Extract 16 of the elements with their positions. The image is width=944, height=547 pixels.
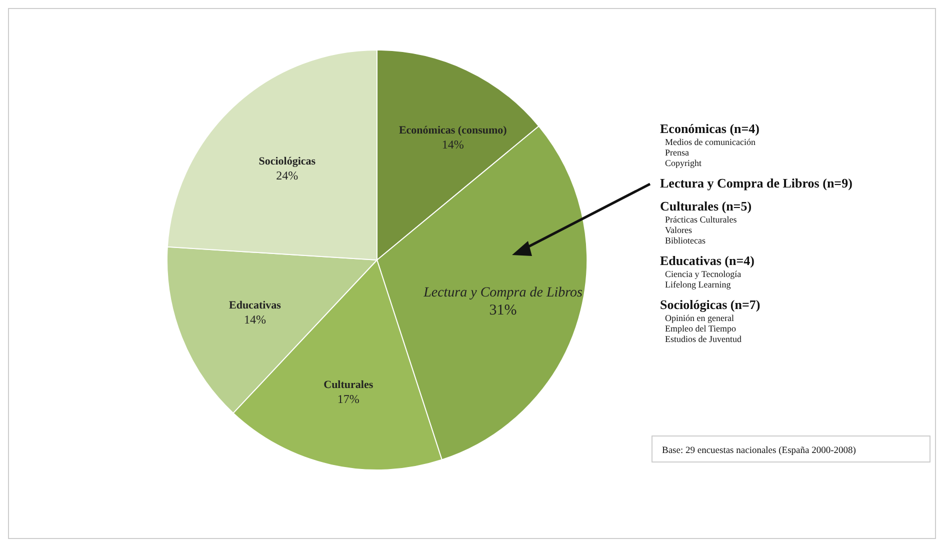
slice-label: Lectura y Compra de Libros	[422, 286, 584, 301]
text: Sociológicas (n=7) Opinión en general Empleo del Tiempo Estudios de Juventud	[660, 297, 760, 344]
text: Económicas (n=4) Medios de comunicación Prensa Copyright	[660, 121, 760, 168]
text: Culturales (n=5) Prácticas Culturales Valores Bibliotecas	[660, 198, 752, 246]
slice-label: Culturales	[324, 379, 374, 392]
data-label: 17%	[337, 392, 360, 406]
data-label: 31%	[489, 302, 517, 319]
data-label: 14%	[244, 312, 266, 326]
slice-label: Educativas	[228, 299, 282, 312]
text: Base: 29 encuestas nacionales (España 2000-2008)	[662, 446, 856, 456]
data-label: 24%	[276, 168, 298, 182]
slice-label: Económicas (consumo)	[398, 124, 508, 136]
text: Educativas (n=4) Ciencia y Tecnología Lifelong Learning	[660, 253, 754, 290]
slice-label: Sociológicas	[258, 155, 316, 168]
data-label: 14%	[442, 137, 464, 152]
text: Lectura y Compra de Libros (n=9)	[660, 176, 852, 190]
